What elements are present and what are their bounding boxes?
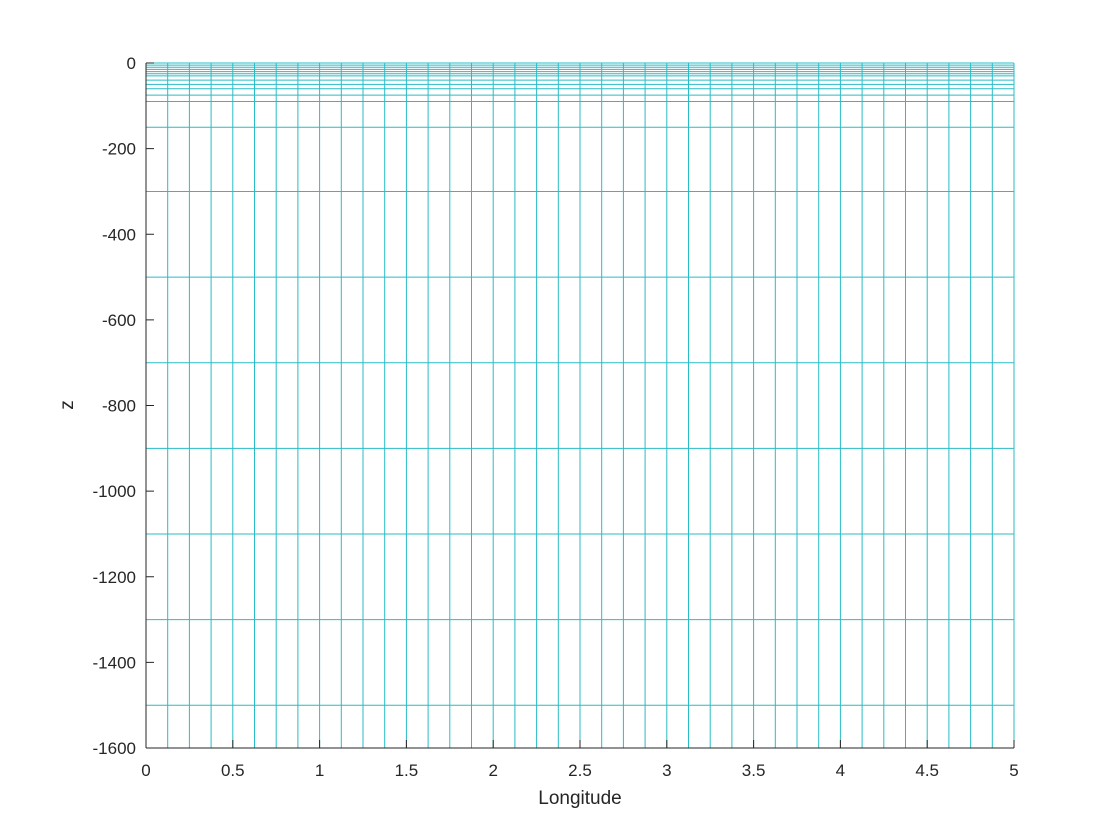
x-tick-label: 1.5	[395, 761, 419, 780]
y-tick-label: -800	[102, 397, 136, 416]
mesh-grid	[145, 62, 1015, 749]
x-tick-label: 1	[315, 761, 324, 780]
axes	[145, 62, 1015, 749]
x-tick-label: 3.5	[742, 761, 766, 780]
y-tick-label: -1200	[93, 568, 136, 587]
y-tick-label: -1000	[93, 482, 136, 501]
y-tick-label: -200	[102, 140, 136, 159]
y-axis-label: z	[57, 400, 78, 410]
x-tick-label: 5	[1009, 761, 1018, 780]
y-tick-label: -1600	[93, 739, 136, 758]
x-tick-label: 4.5	[915, 761, 939, 780]
x-tick-label: 3	[662, 761, 671, 780]
tick-labels: 0 0.5 1 1.5 2 2.5 3 3.5 4 4.5 5 0 -200 -400 -600 -800 -1…	[93, 54, 1019, 780]
x-tick-label: 0	[141, 761, 150, 780]
x-tick-label: 0.5	[221, 761, 245, 780]
y-tick-label: 0	[127, 54, 136, 73]
y-tick-label: -400	[102, 225, 136, 244]
y-tick-label: -600	[102, 311, 136, 330]
x-tick-label: 2	[488, 761, 497, 780]
x-tick-label: 4	[836, 761, 845, 780]
x-axis-label: Longitude	[538, 788, 621, 809]
x-tick-label: 2.5	[568, 761, 592, 780]
y-tick-label: -1400	[93, 653, 136, 672]
